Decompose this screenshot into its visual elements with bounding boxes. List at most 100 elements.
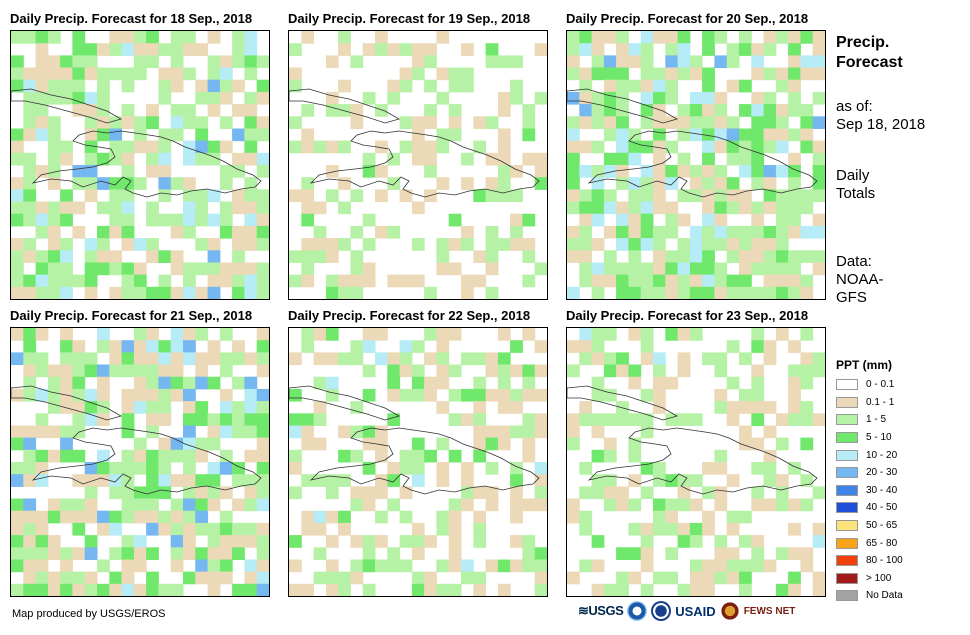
precip-cell — [146, 571, 159, 585]
precip-cell — [485, 388, 499, 402]
precip-cell — [133, 328, 147, 341]
legend-title: PPT (mm) — [836, 358, 893, 372]
precip-cell — [677, 67, 691, 81]
precip-cell — [23, 559, 37, 573]
precip-cell — [812, 262, 825, 276]
precip-cell — [677, 486, 691, 500]
precip-cell — [158, 43, 172, 56]
precip-cell — [775, 225, 789, 239]
precip-cell — [256, 225, 269, 239]
precip-cell — [399, 352, 413, 366]
precip-cell — [534, 91, 547, 105]
usgs-logo: ≋USGS — [578, 603, 624, 618]
precip-cell — [146, 286, 159, 299]
precip-cell — [726, 510, 740, 524]
precip-cell — [591, 559, 605, 573]
precip-cell — [60, 189, 73, 203]
precip-cell — [689, 91, 703, 105]
precip-cell — [47, 547, 61, 560]
precip-cell — [301, 250, 315, 263]
precip-cell — [424, 535, 437, 548]
precip-cell — [35, 522, 49, 536]
precip-cell — [411, 140, 425, 154]
precip-cell — [158, 486, 172, 500]
precip-cell — [448, 104, 462, 117]
precip-cell — [170, 128, 184, 142]
precip-cell — [133, 559, 147, 573]
legend-swatch — [836, 432, 858, 444]
precip-cell — [313, 352, 327, 366]
precip-cell — [47, 55, 61, 69]
precip-cell — [763, 340, 777, 353]
precip-cell — [97, 250, 110, 263]
precip-cell — [289, 79, 302, 93]
precip-cell — [97, 116, 110, 129]
precip-cell — [461, 43, 474, 56]
precip-cell — [399, 462, 413, 475]
precip-cell — [714, 401, 728, 414]
precip-cell — [436, 238, 450, 251]
precip-cell — [207, 79, 221, 93]
precip-cell — [628, 55, 642, 69]
precip-cell — [788, 225, 801, 239]
precip-cell — [183, 352, 196, 366]
precip-cell — [72, 67, 86, 81]
precip-cell — [84, 67, 98, 81]
precip-cell — [375, 31, 388, 44]
precip-cell — [301, 140, 315, 154]
precip-cell — [232, 401, 245, 414]
precip-cell — [579, 328, 593, 341]
precip-cell — [47, 91, 61, 105]
precip-cell — [653, 376, 666, 390]
precip-cell — [170, 67, 184, 81]
precip-cell — [133, 462, 147, 475]
precip-cell — [424, 165, 437, 178]
precip-cell — [338, 238, 351, 251]
precip-cell — [812, 116, 825, 129]
precip-cell — [23, 437, 37, 451]
precip-cell — [665, 43, 679, 56]
precip-cell — [256, 583, 269, 596]
precip-cell — [751, 262, 765, 276]
precip-cell — [72, 79, 86, 93]
legend-label: 30 - 40 — [866, 484, 898, 496]
precip-cell — [399, 559, 413, 573]
precip-cell — [289, 535, 302, 548]
precip-cell — [628, 140, 642, 154]
precip-cell — [628, 250, 642, 263]
precip-cell — [207, 250, 221, 263]
precip-cell — [232, 340, 245, 353]
precip-cell — [207, 31, 221, 44]
map-credit: Map produced by USGS/EROS — [12, 608, 166, 620]
precip-cell — [461, 352, 474, 366]
precip-cell — [232, 79, 245, 93]
precip-cell — [497, 352, 511, 366]
precip-cell — [448, 413, 462, 426]
precip-cell — [739, 510, 752, 524]
precip-cell — [146, 201, 159, 215]
precip-cell — [84, 547, 98, 560]
precip-cell — [448, 79, 462, 93]
precip-cell — [23, 201, 37, 215]
precip-cell — [109, 140, 123, 154]
precip-cell — [256, 413, 269, 426]
precip-cell — [677, 55, 691, 69]
precip-cell — [207, 583, 221, 596]
precip-cell — [763, 462, 777, 475]
precip-cell — [591, 449, 605, 463]
precip-cell — [35, 128, 49, 142]
precip-cell — [497, 104, 511, 117]
precip-cell — [522, 213, 536, 227]
precip-cell — [411, 388, 425, 402]
precip-cell — [579, 413, 593, 426]
precip-cell — [170, 583, 184, 596]
precip-cell — [726, 189, 740, 203]
precip-cell — [183, 201, 196, 215]
precip-cell — [739, 352, 752, 366]
precip-cell — [751, 104, 765, 117]
precip-cell — [325, 189, 339, 203]
precip-cell — [726, 571, 740, 585]
precip-cell — [170, 522, 184, 536]
precip-cell — [714, 91, 728, 105]
precip-cell — [424, 352, 437, 366]
